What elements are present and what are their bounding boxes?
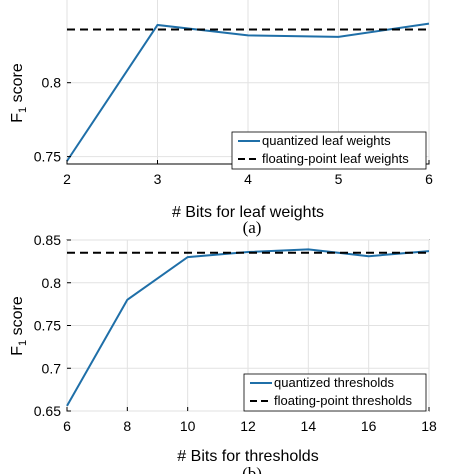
chart-a-legend-box (231, 131, 427, 170)
chart-a-legend-label-quantized: quantized leaf weights (262, 133, 391, 148)
chart-b-series (66, 248, 430, 407)
chart-b-ylabel-sub: 1 (17, 340, 29, 346)
chart-b-ytick-label: 0.7 (42, 360, 62, 376)
chart-b-yticks: 0.65 0.7 0.75 0.8 0.85 (34, 232, 71, 419)
chart-a-ylabel-rest: score (9, 63, 26, 107)
chart-a-legend: quantized leaf weights floating-point le… (231, 131, 427, 170)
chart-a-ylabel: F1 score (9, 63, 29, 123)
chart-b-legend-label-floating: floating-point thresholds (274, 393, 413, 408)
chart-a-series (66, 22, 430, 162)
chart-a-ylabel-sub: 1 (17, 107, 29, 113)
chart-b-ytick-label: 0.65 (34, 403, 61, 419)
chart-a-xtick-label: 2 (63, 171, 71, 187)
chart-b-ylabel-rest: score (9, 296, 26, 340)
chart-b-series-line-quantized (66, 248, 430, 407)
chart-b-ytick-label: 0.8 (42, 275, 62, 291)
chart-a-ytick-label: 0.75 (34, 149, 61, 165)
chart-a-xtick-label: 6 (425, 171, 433, 187)
chart-a-xtick-label: 3 (154, 171, 162, 187)
chart-b-legend: quantized thresholds floating-point thre… (243, 373, 427, 412)
chart-a-ylabel-main: F (9, 113, 26, 123)
chart-b-caption: (b) (242, 464, 262, 474)
chart-a-ytick-label: 0.8 (42, 75, 62, 91)
chart-b: 6 8 10 12 14 16 18 0.65 0.7 0.75 0.8 0.85 # Bits f… (9, 232, 437, 474)
chart-b-xtick-label: 10 (180, 418, 196, 434)
chart-b-xtick-label: 16 (361, 418, 377, 434)
chart-b-xtick-label: 6 (63, 418, 71, 434)
chart-b-xtick-label: 8 (123, 418, 131, 434)
chart-b-ytick-label: 0.75 (34, 318, 61, 334)
chart-b-ylabel-main: F (9, 346, 26, 356)
chart-a-xtick-label: 4 (244, 171, 252, 187)
chart-a-caption: (a) (243, 218, 262, 237)
chart-a-xlabel: # Bits for leaf weights (172, 204, 324, 221)
chart-a-xtick-label: 5 (335, 171, 343, 187)
chart-b-xticks: 6 8 10 12 14 16 18 (63, 407, 437, 434)
chart-a-yticks: 0.75 0.8 (34, 75, 71, 165)
chart-b-ylabel: F1 score (9, 296, 29, 356)
chart-a-series-line-quantized (66, 22, 430, 162)
chart-b-ytick-label: 0.85 (34, 232, 61, 248)
chart-b-xtick-label: 12 (240, 418, 256, 434)
chart-b-legend-box (243, 373, 427, 412)
chart-b-legend-label-quantized: quantized thresholds (274, 375, 394, 390)
chart-b-xtick-label: 18 (421, 418, 437, 434)
chart-b-xlabel: # Bits for thresholds (177, 448, 318, 465)
chart-b-xtick-label: 14 (301, 418, 317, 434)
chart-a: 2 3 4 5 6 0.75 0.8 # Bits for leaf weights F1… (9, 0, 433, 237)
chart-a-legend-label-floating: floating-point leaf weights (262, 151, 409, 166)
